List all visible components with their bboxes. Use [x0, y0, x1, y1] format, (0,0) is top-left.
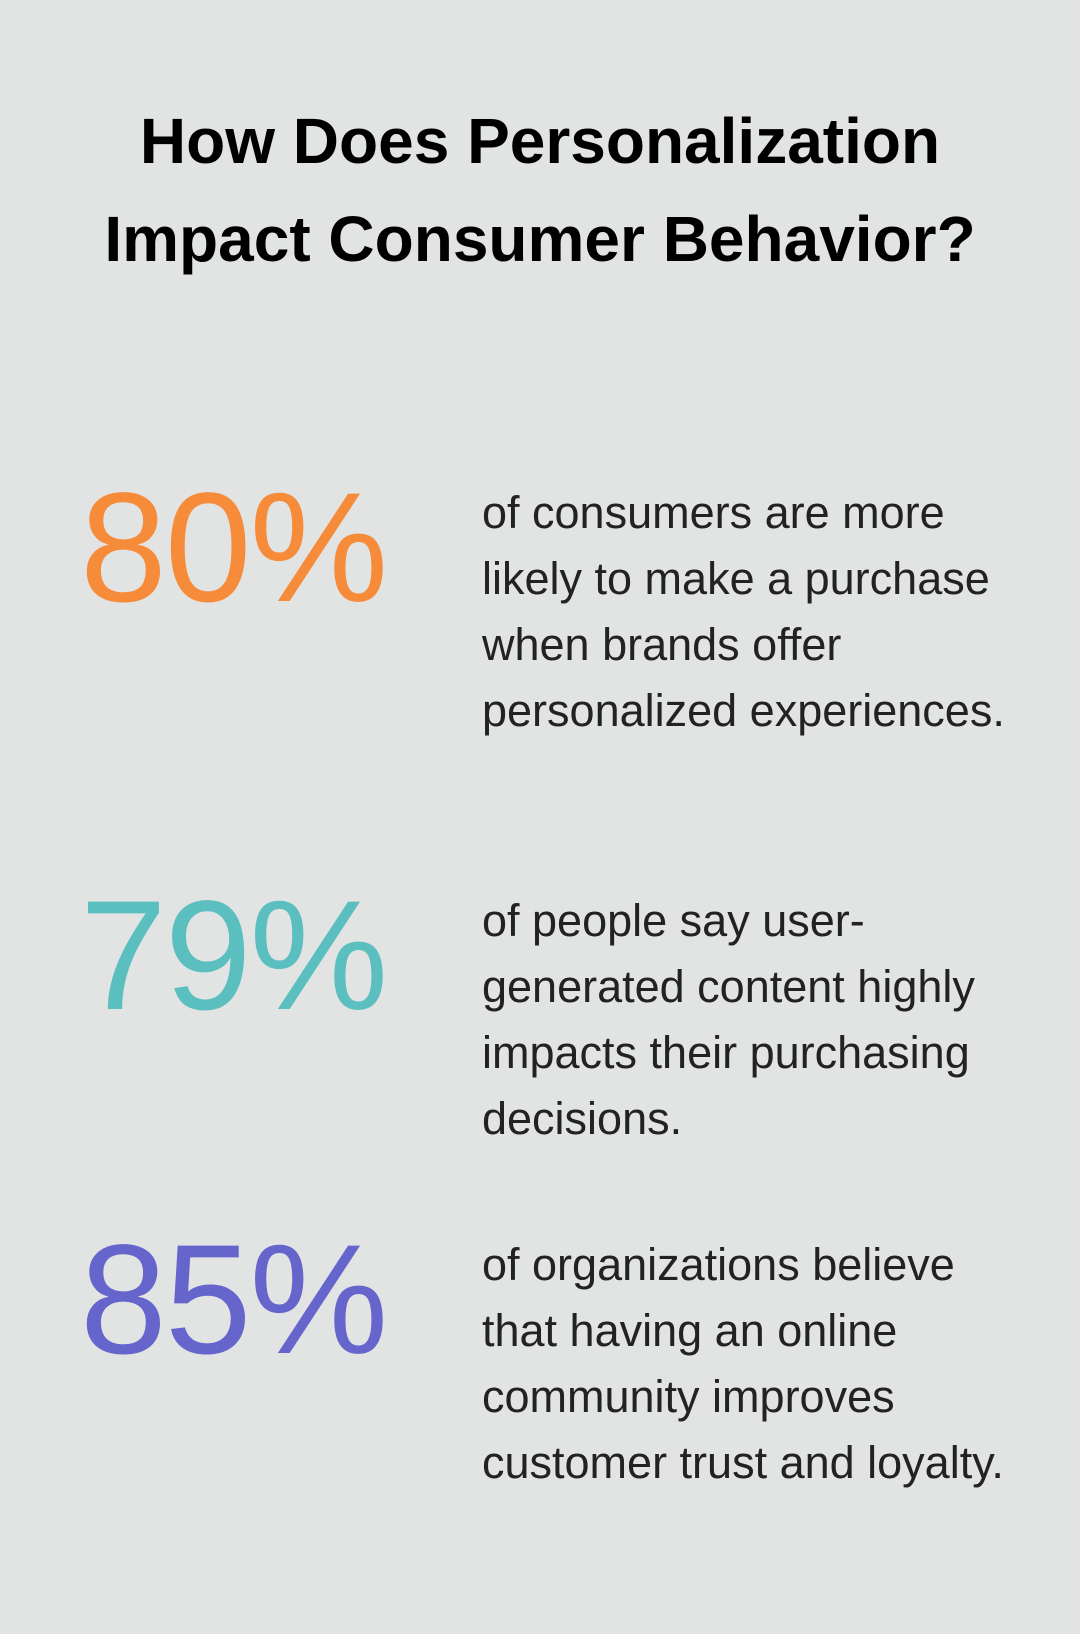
stat-text: of organizations believe that having an … — [482, 1239, 1004, 1488]
stat-value: 85% — [80, 1213, 388, 1387]
stat-value: 79% — [80, 869, 388, 1043]
title: How Does Personalization Impact Consumer… — [104, 105, 976, 275]
stat-text: of people say user-generated content hig… — [482, 895, 975, 1144]
stat-value: 80% — [80, 461, 388, 635]
stat-text: of consumers are more likely to make a p… — [482, 487, 1005, 736]
